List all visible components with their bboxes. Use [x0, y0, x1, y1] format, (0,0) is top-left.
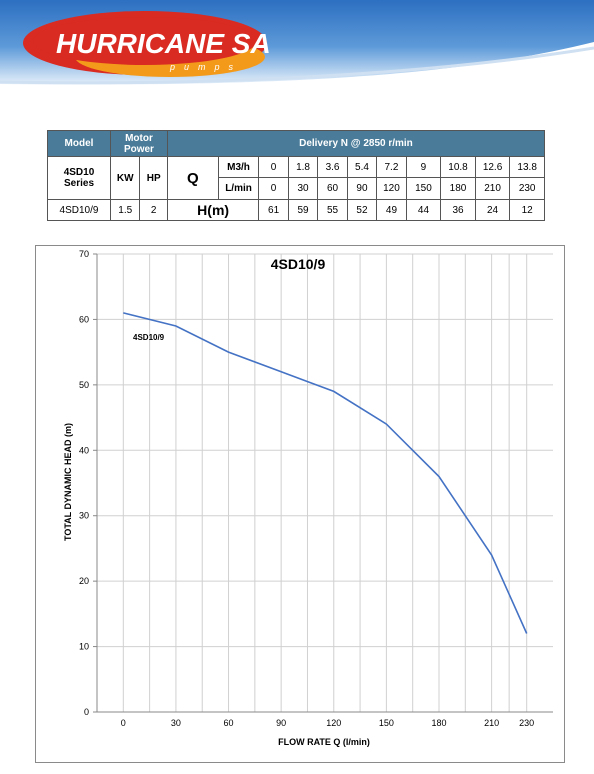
x-axis-title: FLOW RATE Q (l/min): [278, 737, 370, 747]
m3h-cell: 0: [258, 156, 289, 178]
head-cell: 24: [474, 199, 511, 221]
logo-subtitle: pumps: [169, 62, 242, 72]
y-tick-label: 10: [79, 642, 89, 652]
lmin-cell: 210: [474, 177, 511, 200]
y-tick-label: 40: [79, 445, 89, 455]
y-axis-title: TOTAL DYNAMIC HEAD (m): [63, 423, 73, 541]
series-name: 4SD10 Series: [47, 156, 111, 200]
h-label: H(m): [166, 199, 260, 221]
kw-label: KW: [109, 156, 141, 200]
kw-cell: 1.5: [109, 199, 141, 221]
y-tick-label: 70: [79, 249, 89, 259]
table-header-row: Model Motor Power Delivery N @ 2850 r/mi…: [47, 130, 546, 157]
x-tick-label: 230: [519, 718, 534, 728]
y-tick-label: 50: [79, 380, 89, 390]
m3h-cell: 10.8: [440, 156, 476, 178]
model-cell: 4SD10/9: [47, 199, 111, 221]
x-tick-label: 150: [379, 718, 394, 728]
series-line: [123, 312, 528, 634]
y-tick-label: 20: [79, 576, 89, 586]
m3h-cell: 12.6: [474, 156, 511, 178]
tick-layer: 0 10 20 30 40 50 60 70 0 30 60 90 120 150 180 210 230: [79, 249, 553, 728]
lmin-cell: 90: [346, 177, 378, 200]
m3h-cell: 7.2: [376, 156, 407, 178]
table-row-lmin: L/min 0 30 60 90 120 150 180 210 230: [48, 177, 545, 200]
y-tick-label: 60: [79, 314, 89, 324]
x-tick-label: 0: [121, 718, 126, 728]
m3h-cell: 1.8: [287, 156, 319, 178]
table-row-model: 4SD10/9 1.5 2 H(m) 61 59 55 52 49 44 36 …: [47, 199, 545, 221]
m3h-label: M3/h: [217, 156, 260, 178]
header-delivery: Delivery N @ 2850 r/min: [166, 130, 546, 157]
m3h-cell: 3.6: [317, 156, 348, 178]
head-cell: 55: [317, 199, 348, 221]
y-tick-label: 0: [84, 707, 89, 717]
m3h-cell: 9: [405, 156, 442, 178]
lmin-cell: 0: [258, 177, 289, 200]
x-tick-label: 60: [224, 718, 234, 728]
y-tick-label: 30: [79, 511, 89, 521]
head-cell: 12: [509, 199, 545, 221]
x-tick-label: 210: [484, 718, 499, 728]
logo-oval-inner: [33, 17, 257, 65]
x-tick-label: 120: [326, 718, 341, 728]
header-banner: HURRICANE SA pumps: [0, 0, 594, 95]
x-tick-label: 90: [276, 718, 286, 728]
m3h-cell: 5.4: [346, 156, 378, 178]
hp-cell: 2: [139, 199, 168, 221]
x-tick-label: 180: [431, 718, 446, 728]
table-row-m3h: 4SD10 Series KW HP Q M3/h 0 1.8 3.6 5.4 …: [47, 156, 545, 200]
lmin-cell: 30: [287, 177, 319, 200]
head-cell: 49: [376, 199, 407, 221]
lmin-cell: 60: [317, 177, 348, 200]
performance-chart: 0 10 20 30 40 50 60 70 0 30 60 90 120 150 180 210 230 4S…: [63, 249, 553, 747]
m3h-cell: 13.8: [509, 156, 545, 178]
lmin-label: L/min: [217, 177, 260, 200]
series-layer: [123, 312, 528, 634]
hp-label: HP: [139, 156, 168, 200]
lmin-cell: 180: [440, 177, 476, 200]
header-motor-power: Motor Power: [110, 130, 168, 157]
head-cell: 52: [346, 199, 378, 221]
logo-wordmark: HURRICANE SA: [56, 28, 271, 59]
head-cell: 44: [405, 199, 442, 221]
head-cell: 61: [258, 199, 289, 221]
chart-frame: 0 10 20 30 40 50 60 70 0 30 60 90 120 150 180 210 230 4S…: [35, 245, 565, 763]
chart-title: 4SD10/9: [271, 256, 326, 272]
header-model: Model: [47, 130, 111, 157]
head-cell: 59: [287, 199, 319, 221]
series-label: 4SD10/9: [133, 333, 165, 342]
brand-logo: HURRICANE SA pumps: [23, 11, 271, 77]
lmin-cell: 150: [405, 177, 442, 200]
lmin-cell: 120: [376, 177, 407, 200]
lmin-cell: 230: [509, 177, 545, 200]
performance-table: Model Motor Power Delivery N @ 2850 r/mi…: [47, 130, 546, 221]
q-label: Q: [166, 156, 219, 200]
head-cell: 36: [440, 199, 476, 221]
x-tick-label: 30: [171, 718, 181, 728]
